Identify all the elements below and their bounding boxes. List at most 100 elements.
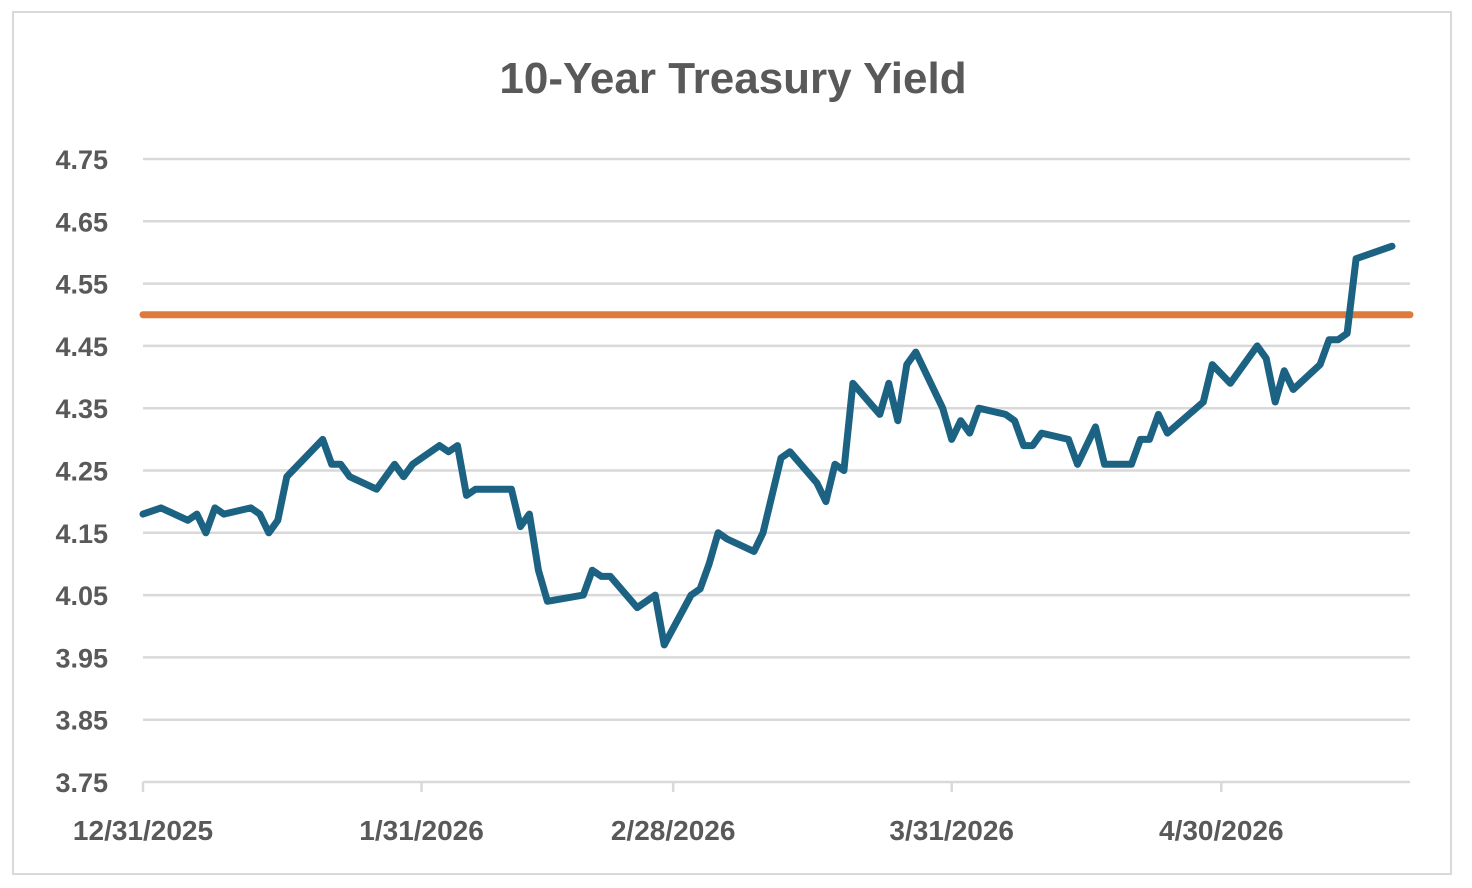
y-tick-label: 4.65 (55, 207, 108, 237)
series-group (139, 242, 1396, 649)
data-point (1092, 423, 1099, 430)
data-point (840, 467, 847, 474)
yield-series-line (139, 242, 1396, 649)
data-point (724, 536, 731, 543)
data-point (948, 436, 955, 443)
data-point (274, 517, 281, 524)
data-point (661, 641, 668, 648)
data-point (436, 442, 443, 449)
data-point (544, 598, 551, 605)
data-point (1164, 430, 1171, 437)
data-point (957, 417, 964, 424)
data-point (1137, 436, 1144, 443)
data-point (634, 604, 641, 611)
data-point (158, 504, 165, 511)
data-point (688, 592, 695, 599)
data-point (1074, 461, 1081, 468)
data-point (247, 504, 254, 511)
data-point (1101, 461, 1108, 468)
data-point (454, 442, 461, 449)
data-point (1011, 417, 1018, 424)
data-point (1353, 255, 1360, 262)
data-point (499, 486, 506, 493)
data-point (382, 473, 389, 480)
data-point (1326, 336, 1333, 343)
data-point (526, 511, 533, 518)
data-point (1146, 436, 1153, 443)
x-axis-labels: 12/31/2025 1/31/2026 2/28/2026 3/31/2026 4/3… (73, 815, 1284, 846)
data-point (966, 430, 973, 437)
data-point (184, 517, 191, 524)
data-point (1281, 367, 1288, 374)
chart-title: 10-Year Treasury Yield (499, 54, 966, 103)
y-tick-label: 4.05 (55, 581, 108, 611)
chart-frame (12, 11, 1452, 875)
y-tick-label: 4.35 (55, 394, 108, 424)
data-point (1254, 342, 1261, 349)
data-point (652, 592, 659, 599)
data-point (1155, 411, 1162, 418)
data-point (1317, 361, 1324, 368)
data-point (580, 592, 587, 599)
data-point (1020, 442, 1027, 449)
x-tick-label: 12/31/2025 (73, 815, 213, 846)
data-point (589, 567, 596, 574)
data-point (760, 529, 767, 536)
data-point (831, 461, 838, 468)
data-point (1344, 330, 1351, 337)
data-point (346, 473, 353, 480)
data-point (1128, 461, 1135, 468)
data-point (751, 548, 758, 555)
data-point (265, 529, 272, 536)
data-point (1335, 336, 1342, 343)
data-point (472, 486, 479, 493)
data-point (463, 492, 470, 499)
data-point (445, 448, 452, 455)
data-point (1290, 386, 1297, 393)
y-tick-label: 4.55 (55, 270, 108, 300)
y-tick-label: 4.45 (55, 332, 108, 362)
data-point (1272, 399, 1279, 406)
data-point (373, 486, 380, 493)
y-tick-label: 4.15 (55, 519, 108, 549)
y-tick-label: 3.85 (55, 706, 108, 736)
data-point (778, 455, 785, 462)
data-point (849, 380, 856, 387)
data-point (939, 405, 946, 412)
x-axis (141, 780, 1410, 792)
y-tick-label: 3.75 (55, 768, 108, 798)
data-point (1209, 361, 1216, 368)
data-point (508, 486, 515, 493)
data-point (409, 461, 416, 468)
data-point (1002, 411, 1009, 418)
x-tick-label: 2/28/2026 (611, 815, 736, 846)
data-point (319, 436, 326, 443)
data-point (787, 448, 794, 455)
data-point (1029, 442, 1036, 449)
y-tick-label: 4.75 (55, 145, 108, 175)
data-point (1263, 355, 1270, 362)
data-point (328, 461, 335, 468)
data-point (1065, 436, 1072, 443)
data-point (975, 405, 982, 412)
data-point (1038, 430, 1045, 437)
x-tick-label: 3/31/2026 (889, 815, 1014, 846)
data-point (256, 511, 263, 518)
data-point (894, 417, 901, 424)
data-point (706, 561, 713, 568)
data-point (400, 473, 407, 480)
gridlines (143, 157, 1410, 721)
y-tick-label: 3.95 (55, 643, 108, 673)
data-point (1389, 243, 1396, 250)
data-point (211, 504, 218, 511)
data-point (885, 380, 892, 387)
data-point (903, 361, 910, 368)
data-point (715, 529, 722, 536)
data-point (697, 585, 704, 592)
data-point (822, 498, 829, 505)
data-point (337, 461, 344, 468)
data-point (598, 573, 605, 580)
data-point (607, 573, 614, 580)
data-point (391, 461, 398, 468)
